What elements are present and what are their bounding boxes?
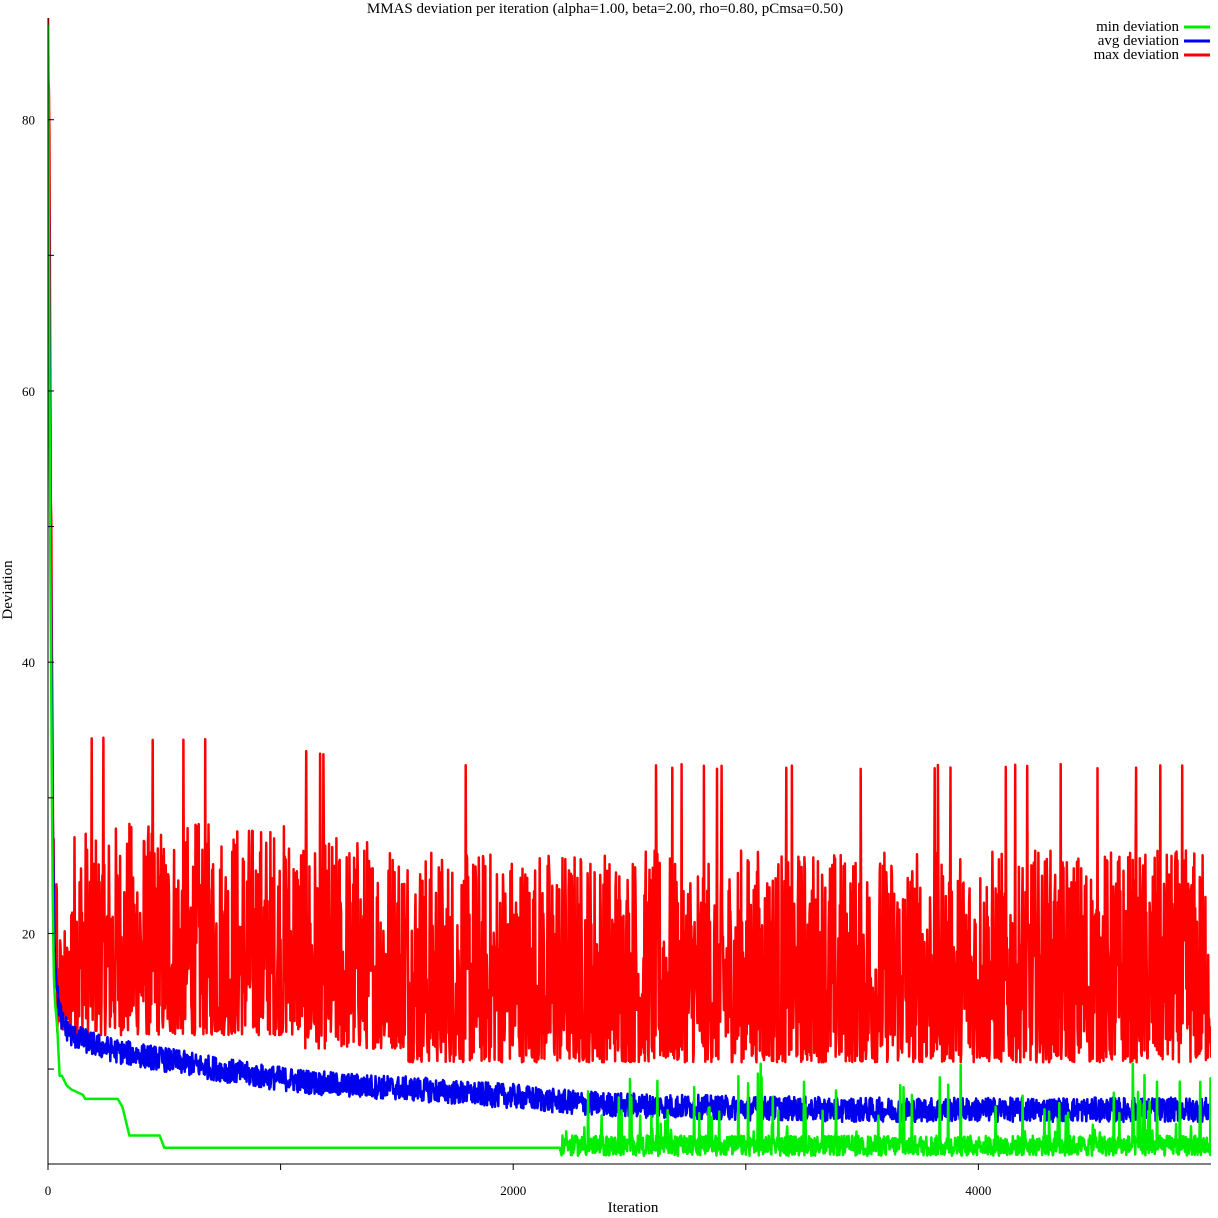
legend-label-avg: avg deviation	[1098, 33, 1180, 49]
series-line-min	[48, 24, 1211, 1158]
chart-title: MMAS deviation per iteration (alpha=1.00…	[367, 1, 843, 17]
axes	[47, 18, 1211, 1165]
legend-label-min: min deviation	[1096, 19, 1179, 35]
y-tick-label: 40	[22, 655, 35, 670]
ticks: 20 40 60 80 0 2000 4000	[22, 113, 991, 1198]
legend: min deviation avg deviation max deviatio…	[1094, 19, 1210, 63]
series-line-max	[48, 18, 1211, 1064]
y-tick-label: 80	[22, 113, 35, 128]
y-axis-title: Deviation	[0, 560, 16, 620]
x-tick-label: 2000	[500, 1183, 526, 1198]
y-tick-label: 20	[22, 926, 35, 941]
y-tick-label: 60	[22, 384, 35, 399]
series-layer	[48, 18, 1211, 1158]
legend-label-max: max deviation	[1094, 47, 1180, 63]
x-tick-label: 0	[45, 1183, 52, 1198]
x-axis-title: Iteration	[608, 1200, 659, 1216]
x-tick-label: 4000	[965, 1183, 991, 1198]
plot-area	[48, 18, 1211, 1158]
